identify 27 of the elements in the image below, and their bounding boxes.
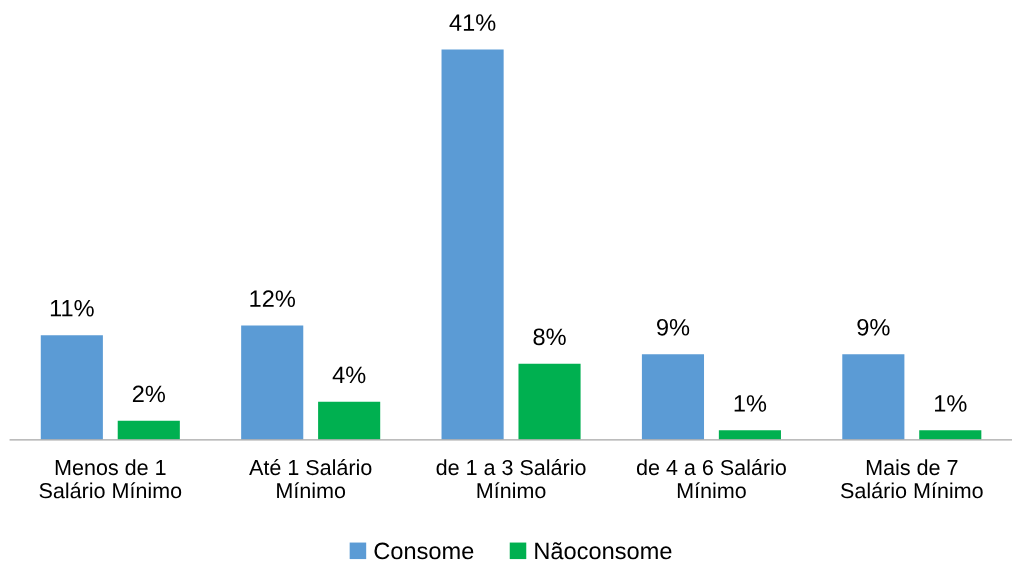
x-tick-label: Menos de 1 Salário Mínimo: [39, 459, 182, 499]
x-tick-label: Até 1 Salário Mínimo: [249, 459, 372, 499]
bar: [718, 430, 781, 440]
bar: [842, 354, 905, 440]
bar: [117, 420, 180, 440]
x-tick-label: de 1 a 3 Salário Mínimo: [436, 459, 586, 499]
data-label: 9%: [657, 318, 690, 336]
data-label: 2%: [132, 385, 165, 403]
data-label: 4%: [332, 366, 366, 384]
legend-label: Nãoconsome: [535, 542, 672, 560]
data-label: 41%: [449, 14, 496, 31]
bar: [441, 49, 504, 440]
data-label: 1%: [734, 395, 767, 412]
data-label: 11%: [50, 299, 94, 317]
bar: [919, 430, 982, 440]
data-label: 8%: [533, 328, 566, 346]
bar: [641, 354, 705, 440]
bar: [518, 363, 581, 440]
legend-label: Consome: [374, 542, 474, 560]
bar: [40, 335, 103, 440]
bar: [241, 325, 304, 440]
bar: [318, 401, 381, 440]
data-label: 12%: [250, 290, 295, 307]
x-tick-label: Mais de 7 Salário Mínimo: [841, 459, 983, 499]
data-label: 9%: [857, 318, 890, 336]
data-label: 1%: [935, 395, 967, 412]
x-tick-label: de 4 a 6 Salário Mínimo: [636, 459, 786, 499]
